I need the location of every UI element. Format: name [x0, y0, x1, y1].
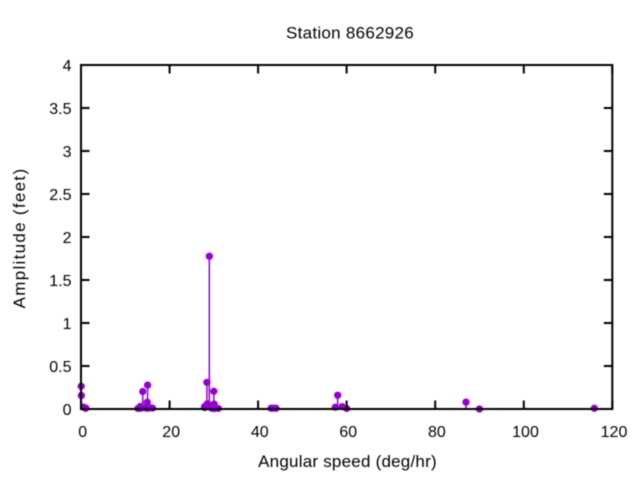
svg-text:80: 80: [428, 424, 446, 441]
svg-text:Station 8662926: Station 8662926: [286, 24, 414, 43]
svg-text:2.5: 2.5: [49, 187, 71, 204]
svg-text:4: 4: [63, 58, 72, 75]
svg-text:3: 3: [63, 144, 72, 161]
svg-text:3.5: 3.5: [49, 101, 71, 118]
svg-text:2: 2: [63, 230, 72, 247]
svg-text:60: 60: [339, 424, 357, 441]
svg-text:120: 120: [601, 424, 628, 441]
svg-text:40: 40: [251, 424, 269, 441]
svg-text:100: 100: [512, 424, 539, 441]
svg-text:Amplitude (feet): Amplitude (feet): [10, 168, 29, 309]
svg-text:Angular speed (deg/hr): Angular speed (deg/hr): [258, 452, 437, 471]
svg-text:20: 20: [162, 424, 180, 441]
svg-text:1: 1: [63, 316, 72, 333]
svg-text:0.5: 0.5: [49, 359, 71, 376]
svg-text:0: 0: [78, 424, 87, 441]
svg-text:0: 0: [63, 402, 72, 419]
svg-text:1.5: 1.5: [49, 273, 71, 290]
